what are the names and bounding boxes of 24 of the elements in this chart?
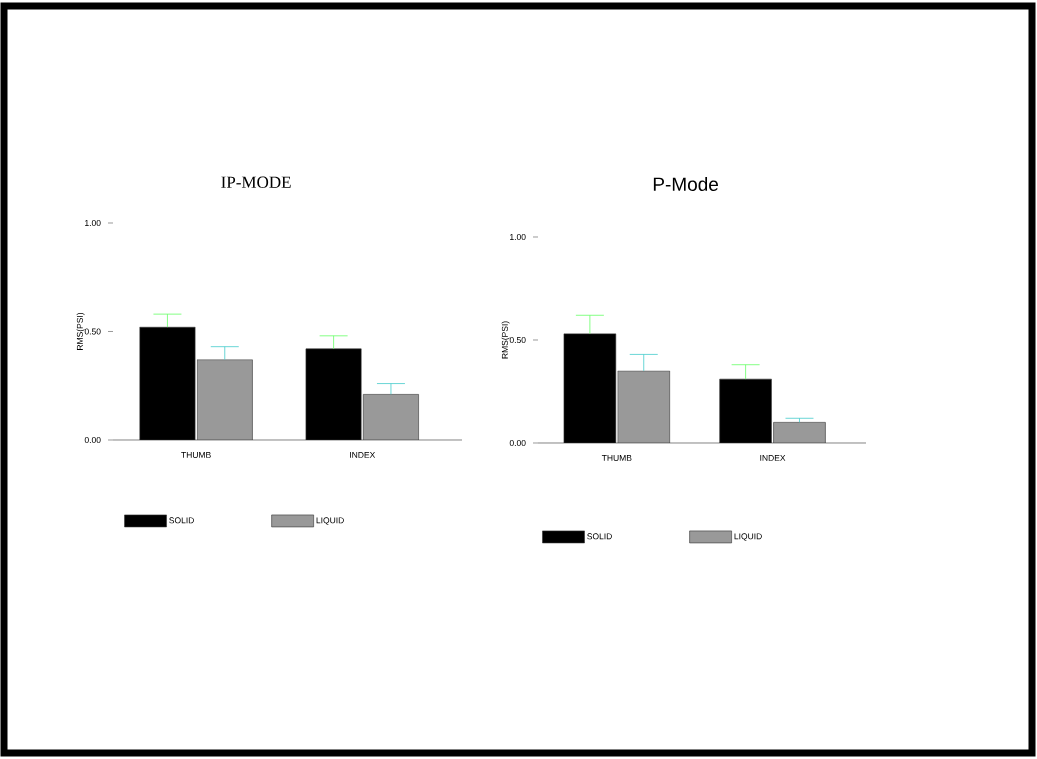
legend-label: LIQUID <box>316 517 344 525</box>
legend-label: LIQUID <box>734 533 762 541</box>
y-axis-title: RMS(PSI) <box>501 321 510 359</box>
y-tick-label: 0.50 <box>509 336 526 343</box>
y-tick-label: 0.50 <box>84 328 101 335</box>
bar <box>773 422 826 443</box>
x-tick-label: INDEX <box>760 455 786 461</box>
x-tick-label: INDEX <box>350 452 376 458</box>
bar <box>563 333 617 443</box>
y-tick-label: 0.00 <box>509 439 526 446</box>
y-tick-label: 0.00 <box>84 436 101 443</box>
y-tick-label: 1.00 <box>85 219 101 226</box>
bar <box>617 370 670 443</box>
chart-title: P-Mode <box>653 177 719 191</box>
y-axis-title: RMS(PSI) <box>76 312 85 350</box>
x-tick-label: THUMB <box>181 452 211 458</box>
bar <box>139 326 196 440</box>
chart-title: IP-MODE <box>221 176 291 188</box>
legend-label: SOLID <box>587 533 612 540</box>
bar <box>305 348 362 440</box>
x-tick-label: THUMB <box>601 455 632 461</box>
y-tick-label: 1.00 <box>510 233 526 240</box>
legend-label: SOLID <box>169 517 194 524</box>
bar <box>719 378 772 443</box>
